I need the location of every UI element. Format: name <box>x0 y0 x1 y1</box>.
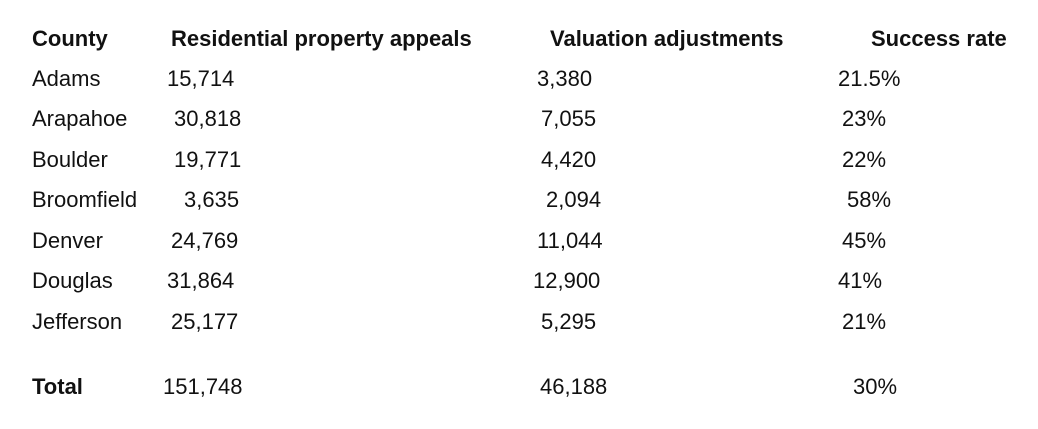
data-cell: 19,771 <box>174 147 242 172</box>
data-cell: 11,044 <box>537 228 603 253</box>
county-name: Douglas <box>32 268 113 293</box>
header-cell: Residential property appeals <box>171 26 472 51</box>
county-name: Broomfield <box>32 187 138 212</box>
county-name: Boulder <box>32 147 108 172</box>
data-cell: 24,769 <box>171 228 239 253</box>
county-name: Denver <box>32 228 103 253</box>
county-name: Arapahoe <box>32 106 128 131</box>
data-cell: 2,094 <box>546 187 602 212</box>
data-cell: 12,900 <box>533 268 601 293</box>
data-cell: 30,818 <box>174 106 242 131</box>
data-cell: 41% <box>838 268 883 293</box>
county-name: Jefferson <box>32 309 123 334</box>
county-name: Adams <box>32 66 101 91</box>
data-cell: 15,714 <box>167 66 235 91</box>
data-cell: 31,864 <box>167 268 235 293</box>
header-cell: Success rate <box>871 26 1007 51</box>
header-cell: County <box>32 26 108 51</box>
data-cell: 23% <box>842 106 887 131</box>
data-cell: 5,295 <box>541 309 597 334</box>
total-cell: 46,188 <box>540 374 608 399</box>
total-cell: 30% <box>853 374 898 399</box>
data-cell: 3,380 <box>537 66 593 91</box>
total-label: Total <box>32 374 83 399</box>
data-cell: 3,635 <box>184 187 240 212</box>
total-cell: 151,748 <box>163 374 243 399</box>
data-cell: 4,420 <box>541 147 597 172</box>
data-cell: 21% <box>842 309 887 334</box>
data-cell: 58% <box>847 187 892 212</box>
header-cell: Valuation adjustments <box>550 26 784 51</box>
data-cell: 45% <box>842 228 887 253</box>
data-cell: 21.5% <box>838 66 901 91</box>
data-cell: 22% <box>842 147 887 172</box>
data-cell: 25,177 <box>171 309 239 334</box>
data-cell: 7,055 <box>541 106 597 131</box>
